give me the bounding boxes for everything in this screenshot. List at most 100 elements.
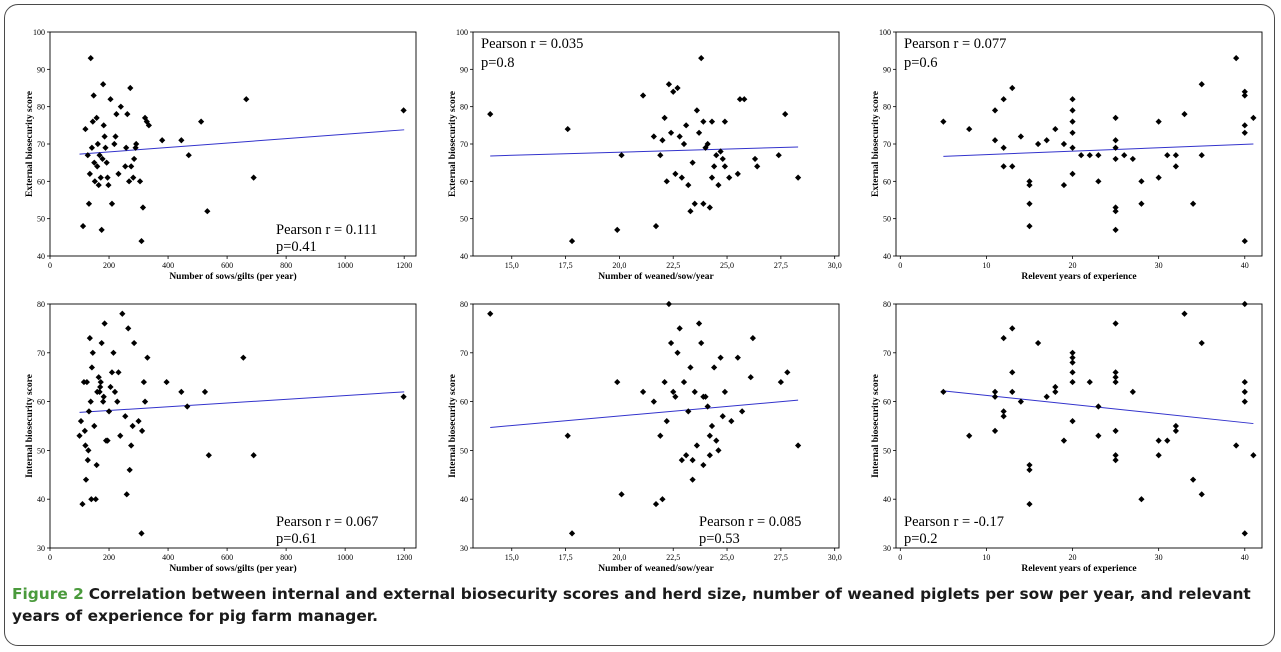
- c1-data-point: [138, 237, 145, 245]
- c4-data-point: [82, 442, 89, 449]
- c5-data-point: [719, 413, 726, 420]
- c1-data-point: [128, 163, 135, 170]
- c3-data-point: [1052, 125, 1059, 133]
- c4-data-point: [110, 349, 117, 356]
- c3-data-point: [1198, 152, 1205, 159]
- c5-data-point: [689, 476, 696, 483]
- c2-data-point: [678, 174, 685, 181]
- c3-y-axis-label: External biosecurity score: [871, 91, 881, 197]
- c2-data-point: [721, 118, 728, 125]
- c4-data-point: [126, 466, 133, 474]
- c4-data-point: [97, 383, 104, 391]
- c3-y-tick-label: 60: [883, 177, 891, 186]
- c6-data-point: [1112, 427, 1119, 434]
- c4-data-point: [83, 378, 90, 386]
- c4-data-point: [77, 418, 85, 425]
- c5-data-point: [708, 422, 716, 430]
- c5-y-axis-label: Internal biosecurity score: [448, 374, 458, 478]
- c1-data-point: [126, 178, 133, 185]
- c6-data-point: [1069, 378, 1076, 386]
- c6-data-point: [1052, 388, 1059, 395]
- c1-data-point: [123, 144, 130, 151]
- c5-data-point: [665, 300, 673, 308]
- c5-plot-area: [472, 303, 840, 549]
- c1-y-tick-label: 90: [37, 65, 45, 74]
- c2-y-tick-label: 40: [460, 252, 468, 261]
- c2-y-tick-label: 50: [460, 215, 468, 224]
- c3-data-point: [1017, 133, 1024, 140]
- c2-data-point: [487, 111, 494, 118]
- c5-data-point: [680, 378, 688, 386]
- c5-data-point: [706, 432, 713, 439]
- c5-data-point: [700, 393, 707, 400]
- c3-data-point: [1198, 81, 1205, 88]
- c4-data-point: [144, 354, 151, 361]
- c6-data-point: [1034, 339, 1042, 347]
- c2-data-point: [721, 163, 728, 170]
- c2-data-point: [711, 163, 718, 170]
- c3-data-point: [991, 137, 999, 144]
- c5-data-point: [568, 530, 576, 537]
- c4-data-point: [114, 398, 121, 405]
- c4-y-tick-label: 80: [37, 300, 45, 309]
- c3-data-point: [1069, 96, 1076, 103]
- c5-data-point: [564, 432, 571, 439]
- c2-data-point: [670, 88, 677, 95]
- c4-y-tick-label: 50: [37, 446, 45, 455]
- c1-x-tick-label: 400: [162, 261, 174, 270]
- c5-y-tick-label: 30: [460, 544, 468, 553]
- c5-data-point: [698, 339, 705, 347]
- c5-data-point: [704, 403, 711, 410]
- c3-p-value-label: p=0.6: [904, 55, 938, 71]
- c1-regression-line: [79, 129, 405, 155]
- c4-data-point: [100, 393, 107, 400]
- c1-data-point: [100, 81, 107, 88]
- c6-data-point: [1241, 530, 1248, 537]
- c1-y-tick-label: 50: [37, 215, 45, 224]
- c3-data-point: [991, 107, 999, 114]
- c2-y-tick-label: 70: [460, 140, 468, 149]
- c2-data-point: [683, 122, 690, 129]
- c4-data-point: [125, 325, 132, 332]
- c2-x-tick-label: 30,0: [828, 261, 842, 270]
- c6-data-point: [1129, 388, 1136, 395]
- c3-data-point: [1121, 152, 1128, 159]
- c5-data-point: [663, 418, 670, 425]
- c6-data-point: [1009, 369, 1016, 376]
- c2-data-point: [775, 152, 782, 159]
- c5-data-point: [678, 457, 685, 464]
- c6-data-point: [1112, 457, 1119, 464]
- c2-data-point: [717, 148, 724, 155]
- c2-x-tick-label: 17,5: [559, 261, 573, 270]
- c4-x-tick-label: 200: [103, 553, 115, 562]
- c4-data-point: [119, 310, 126, 317]
- c4-data-point: [101, 320, 108, 327]
- c5-data-point: [687, 364, 694, 371]
- c5-data-point: [652, 500, 660, 508]
- c4-data-point: [79, 500, 86, 508]
- c3-data-point: [1026, 178, 1033, 185]
- c2-data-point: [659, 137, 666, 144]
- c1-data-point: [112, 133, 119, 140]
- c2-data-point: [665, 81, 673, 88]
- c2-x-axis-label: Number of weaned/sow/year: [598, 272, 714, 282]
- c3-y-tick-label: 40: [883, 252, 891, 261]
- c1-data-point: [94, 163, 101, 170]
- c6-data-point: [1233, 442, 1240, 449]
- c3-data-point: [1034, 140, 1042, 148]
- c1-data-point: [159, 137, 166, 144]
- c3-data-point: [1233, 55, 1240, 62]
- c4-data-point: [89, 349, 96, 356]
- c4-data-point: [92, 496, 99, 503]
- c1-x-tick-label: 1200: [396, 261, 412, 270]
- c3-data-point: [1086, 152, 1093, 159]
- c3-y-tick-label: 80: [883, 103, 891, 112]
- c1-data-point: [131, 155, 138, 163]
- c2-data-point: [704, 140, 711, 148]
- c1-x-tick-label: 200: [103, 261, 115, 270]
- c5-x-tick-label: 20,0: [612, 553, 626, 562]
- c2-data-point: [700, 200, 707, 207]
- c1-data-point: [105, 181, 112, 189]
- c2-x-tick-label: 27,5: [774, 261, 788, 270]
- c3-data-point: [1069, 170, 1076, 177]
